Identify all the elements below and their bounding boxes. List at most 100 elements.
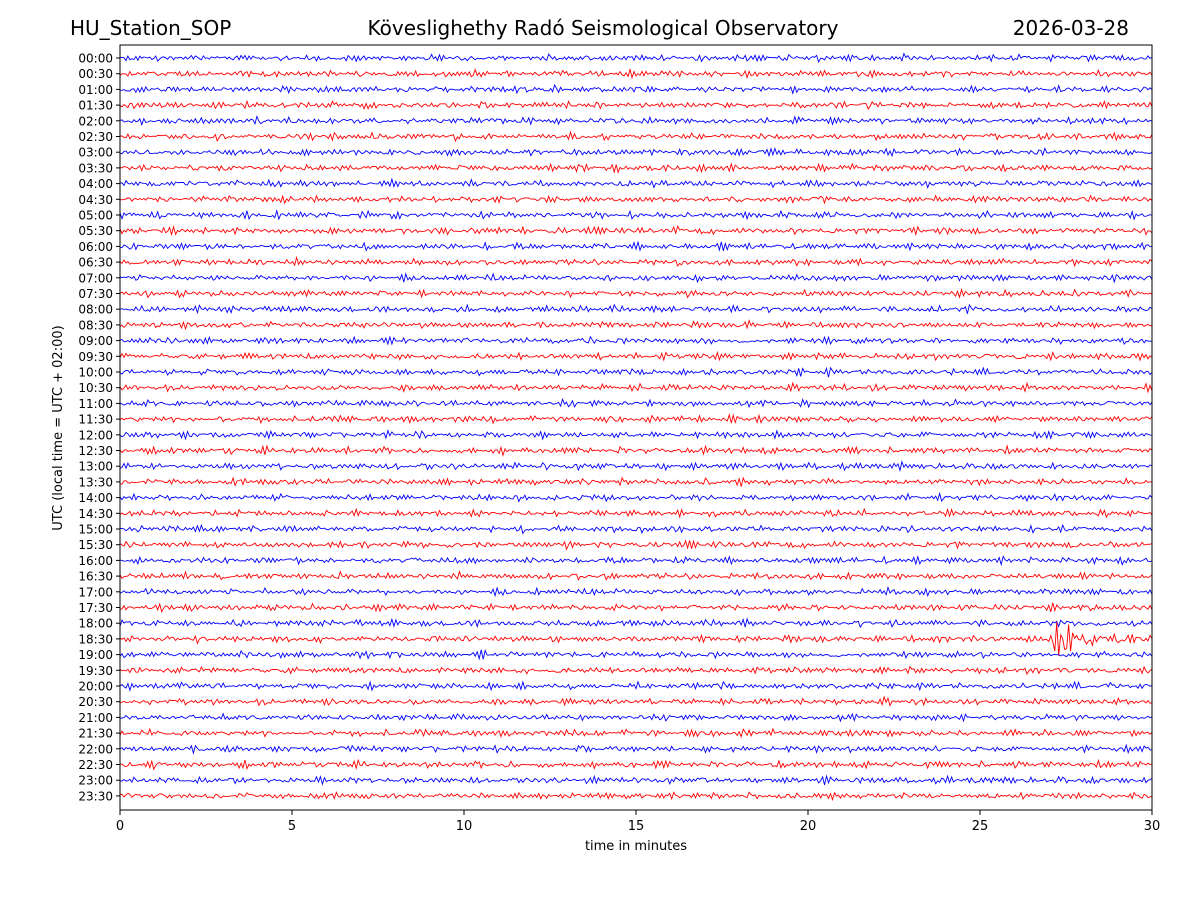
trace-line: [119, 272, 1153, 284]
trace-line: [119, 287, 1153, 299]
y-tick-label: 05:30: [78, 224, 113, 238]
trace-line: [119, 727, 1153, 739]
y-tick-label: 20:00: [78, 680, 113, 694]
y-tick-label: 06:00: [78, 240, 113, 254]
y-tick-label: 21:30: [78, 727, 113, 741]
trace-line: [119, 413, 1153, 425]
y-tick-label: 02:00: [78, 114, 113, 128]
trace-line: [119, 460, 1153, 473]
trace-line: [119, 397, 1153, 409]
trace-line: [119, 303, 1153, 315]
x-ticks: 0 5 10 15 20 25 30: [116, 810, 1160, 834]
trace-line: [119, 130, 1153, 143]
x-tick-label: 0: [116, 819, 124, 834]
trace-line: [119, 68, 1153, 80]
trace-line: [119, 491, 1153, 503]
y-tick-label: 17:00: [78, 585, 113, 599]
x-tick-label: 30: [1144, 819, 1161, 834]
y-tick-label: 12:30: [78, 444, 113, 458]
trace-line: [119, 539, 1153, 551]
y-tick-label: 10:00: [78, 366, 113, 380]
x-tick-label: 15: [628, 819, 645, 834]
trace-line: [119, 695, 1153, 707]
trace-line: [119, 209, 1153, 221]
y-tick-label: 08:00: [78, 303, 113, 317]
y-tick-label: 19:30: [78, 664, 113, 678]
trace-line: [119, 99, 1153, 110]
trace-line: [119, 476, 1153, 487]
trace-line: [119, 712, 1153, 723]
y-tick-label: 13:00: [78, 460, 113, 474]
y-tick-label: 02:30: [78, 130, 113, 144]
trace-line: [119, 319, 1153, 331]
y-tick-label: 22:00: [78, 742, 113, 756]
trace-line: [119, 622, 1153, 656]
y-tick-label: 09:00: [78, 334, 113, 348]
trace-line: [119, 115, 1153, 127]
trace-line: [119, 617, 1153, 629]
y-tick-label: 19:00: [78, 648, 113, 662]
y-tick-label: 08:30: [78, 318, 113, 332]
trace-line: [119, 194, 1153, 205]
trace-line: [119, 335, 1153, 346]
trace-line: [119, 240, 1153, 252]
y-tick-label: 23:30: [78, 789, 113, 803]
trace-line: [119, 602, 1153, 614]
y-tick-label: 00:00: [78, 52, 113, 66]
trace-line: [119, 162, 1153, 174]
trace-line: [119, 381, 1153, 394]
station-label: HU_Station_SOP: [70, 16, 231, 40]
y-tick-label: 07:30: [78, 287, 113, 301]
y-tick-label: 11:30: [78, 413, 113, 427]
trace-line: [120, 774, 1153, 786]
y-tick-label: 15:30: [78, 538, 113, 552]
trace-line: [119, 224, 1153, 237]
trace-line: [119, 680, 1153, 692]
trace-line: [120, 52, 1153, 64]
trace-line: [119, 523, 1153, 535]
trace-line: [119, 791, 1153, 802]
y-tick-label: 04:30: [78, 193, 113, 207]
x-tick-label: 25: [972, 819, 989, 834]
y-tick-label: 14:30: [78, 507, 113, 521]
trace-line: [119, 255, 1153, 268]
y-tick-label: 21:00: [78, 711, 113, 725]
y-tick-label: 04:00: [78, 177, 113, 191]
x-axis-label: time in minutes: [585, 839, 687, 854]
trace-line: [119, 350, 1153, 362]
y-tick-label: 10:30: [78, 381, 113, 395]
x-tick-label: 10: [456, 819, 473, 834]
y-tick-label: 13:30: [78, 475, 113, 489]
x-tick-label: 5: [288, 819, 296, 834]
trace-line: [119, 665, 1153, 676]
trace-line: [119, 507, 1153, 519]
y-tick-label: 00:30: [78, 67, 113, 81]
trace-line: [119, 366, 1153, 378]
y-tick-label: 16:00: [78, 554, 113, 568]
trace-line: [119, 585, 1153, 598]
trace-line: [119, 177, 1153, 189]
trace-line: [119, 649, 1153, 661]
y-tick-label: 03:00: [78, 146, 113, 160]
y-tick-label: 09:30: [78, 350, 113, 364]
date-label: 2026-03-28: [1013, 16, 1129, 40]
y-tick-label: 06:30: [78, 256, 113, 270]
y-tick-label: 11:00: [78, 397, 113, 411]
observatory-title: Köveslighethy Radó Seismological Observa…: [368, 16, 839, 40]
y-tick-label: 17:30: [78, 601, 113, 615]
y-tick-label: 15:00: [78, 523, 113, 537]
y-tick-label: 07:00: [78, 271, 113, 285]
traces-layer: [119, 52, 1153, 802]
trace-line: [119, 570, 1153, 581]
y-tick-label: 12:00: [78, 428, 113, 442]
trace-line: [119, 743, 1153, 755]
y-tick-label: 14:00: [78, 491, 113, 505]
trace-line: [119, 758, 1153, 771]
y-tick-label: 16:30: [78, 570, 113, 584]
plot-frame: [119, 44, 1153, 811]
y-tick-label: 01:30: [78, 99, 113, 113]
trace-line: [119, 555, 1153, 567]
